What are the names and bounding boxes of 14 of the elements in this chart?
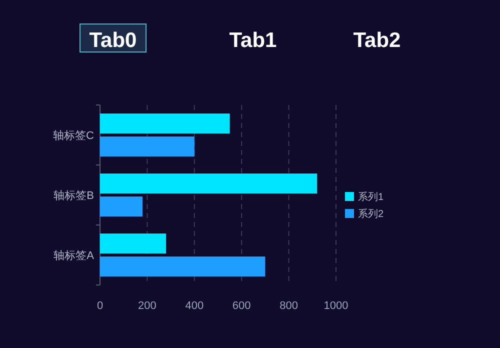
y-tick-label: 轴标签A	[54, 249, 95, 262]
y-tick-label: 轴标签B	[54, 189, 94, 202]
text: Tab1	[229, 29, 278, 52]
text: Tab2	[353, 29, 401, 52]
legend-label: 系列2	[358, 208, 384, 220]
x-tick-label: 200	[138, 300, 156, 312]
x-tick-label: 0	[96, 300, 104, 312]
legend-label: 系列1	[358, 191, 384, 203]
x-tick-label: 600	[232, 300, 251, 312]
text: Tab0	[89, 29, 137, 52]
x-tick-label: 1000	[324, 300, 348, 312]
x-tick-label: 800	[280, 300, 298, 312]
x-tick-label: 400	[185, 300, 204, 312]
y-tick-label: 轴标签C	[53, 129, 94, 142]
